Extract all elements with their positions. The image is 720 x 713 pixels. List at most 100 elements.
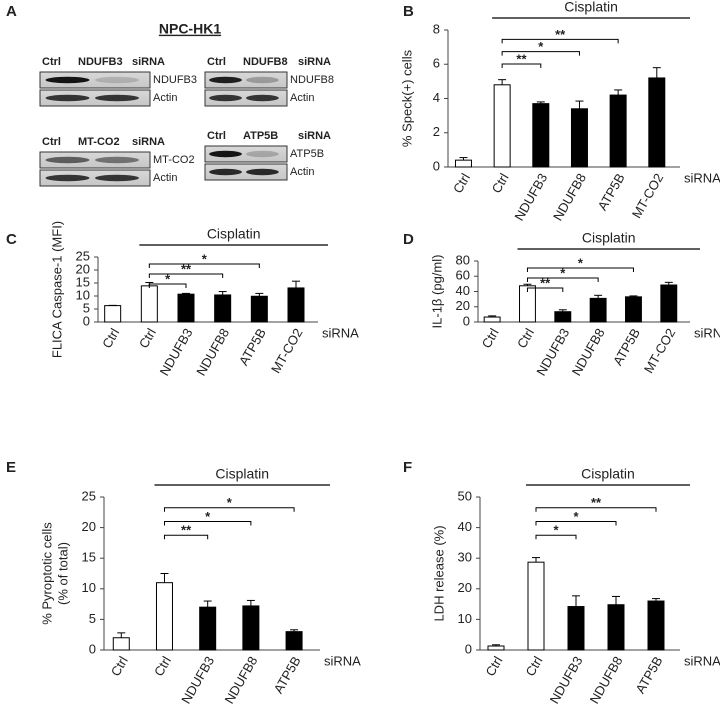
sig-bracket <box>501 38 619 44</box>
lane-label: Ctrl <box>207 56 226 68</box>
sig-label: * <box>578 255 584 270</box>
sirna-label: siRNA <box>298 56 331 68</box>
x-group-label: siRNA <box>684 653 720 668</box>
sig-label: * <box>538 39 544 54</box>
panel-letter: B <box>403 3 414 20</box>
row-label: NDUFB3 <box>153 74 197 86</box>
sig-label: ** <box>516 51 527 66</box>
x-tick-label: ATP5B <box>610 326 643 368</box>
row-label: Actin <box>153 172 177 184</box>
blot-band <box>95 94 139 102</box>
row-label: Actin <box>290 92 314 104</box>
blot-band <box>209 76 242 84</box>
sig-bracket <box>526 277 599 282</box>
bar <box>607 604 625 651</box>
y-axis-label: LDH release (%) <box>431 525 446 621</box>
row-label: MT-CO2 <box>153 154 195 166</box>
lane-label: ATP5B <box>243 130 278 142</box>
treatment-label: Cisplatin <box>581 466 635 482</box>
bar <box>532 103 550 168</box>
sig-bracket <box>148 273 224 278</box>
sig-bracket <box>526 287 564 292</box>
blot-band <box>95 174 139 182</box>
y-tick-label: 2 <box>433 124 440 139</box>
blot-strip <box>39 151 151 169</box>
blot-band <box>246 150 279 158</box>
bar <box>648 77 666 168</box>
treatment-label: Cisplatin <box>564 0 618 15</box>
y-axis-label: (% of total) <box>55 542 70 605</box>
x-tick-label: Ctrl <box>482 654 505 679</box>
y-tick-label: 0 <box>465 641 472 656</box>
lane-label: NDUFB3 <box>78 56 123 68</box>
panel-letter: A <box>6 3 17 20</box>
sig-bracket <box>163 534 209 540</box>
treatment-label: Cisplatin <box>582 230 636 246</box>
bar <box>454 159 472 168</box>
bar <box>609 94 627 168</box>
x-tick-label: Ctrl <box>489 171 512 196</box>
y-tick-label: 25 <box>82 488 96 503</box>
y-tick-label: 40 <box>456 283 470 298</box>
blot-band <box>209 150 242 158</box>
x-tick-label: NDUFB8 <box>587 654 626 707</box>
sig-bracket <box>501 63 542 68</box>
x-tick-label: NDUFB8 <box>569 326 608 379</box>
bar <box>519 285 536 323</box>
sig-label: * <box>165 271 171 286</box>
x-group-label: siRNA <box>324 653 361 668</box>
y-tick-label: 10 <box>82 580 96 595</box>
blot-band <box>246 94 279 102</box>
blot-strip <box>204 71 288 89</box>
y-tick-label: 20 <box>456 298 470 313</box>
y-tick-label: 8 <box>433 21 440 36</box>
panel-letter: E <box>6 459 16 476</box>
x-tick-label: NDUFB3 <box>157 326 196 379</box>
bar <box>483 316 501 323</box>
panel-letter: D <box>403 231 414 248</box>
y-axis-label: % Speck(+) cells <box>399 49 414 147</box>
x-tick-label: Ctrl <box>151 654 174 679</box>
treatment-label: Cisplatin <box>215 466 269 482</box>
x-tick-label: ATP5B <box>595 171 628 213</box>
row-label: NDUFB8 <box>290 74 334 86</box>
blot-band <box>45 174 90 182</box>
sirna-label: siRNA <box>298 130 331 142</box>
y-tick-label: 60 <box>456 268 470 283</box>
x-tick-label: Ctrl <box>522 654 545 679</box>
sig-bracket <box>163 521 252 526</box>
x-tick-label: NDUFB8 <box>550 171 589 224</box>
y-axis-label: IL-1β (pg/ml) <box>429 255 444 329</box>
blot-band <box>209 94 242 102</box>
x-tick-label: MT-CO2 <box>641 326 679 376</box>
bar <box>660 284 678 323</box>
sirna-label: siRNA <box>132 136 165 148</box>
sig-bracket <box>501 51 580 56</box>
bar <box>242 605 260 651</box>
x-tick-label: MT-CO2 <box>268 326 306 376</box>
y-tick-label: 4 <box>433 90 440 105</box>
blot-band <box>45 94 90 102</box>
bar <box>285 631 303 651</box>
x-tick-label: ATP5B <box>632 654 665 696</box>
sig-bracket <box>535 534 577 540</box>
y-tick-label: 20 <box>458 580 472 595</box>
y-tick-label: 6 <box>433 56 440 71</box>
bar <box>487 645 505 651</box>
bar <box>493 84 511 168</box>
x-group-label: siRNA <box>322 325 359 340</box>
blot-strip <box>39 71 151 89</box>
x-group-label: siRNA <box>694 325 720 340</box>
row-label: ATP5B <box>290 148 324 160</box>
x-tick-label: ATP5B <box>236 326 269 368</box>
blot-band <box>246 168 279 176</box>
sig-label: ** <box>181 523 192 538</box>
y-tick-label: 5 <box>83 300 90 315</box>
y-tick-label: 20 <box>82 519 96 534</box>
treatment-label: Cisplatin <box>207 226 261 242</box>
y-tick-label: 10 <box>458 611 472 626</box>
x-tick-label: NDUFB8 <box>221 654 260 707</box>
sig-label: ** <box>555 27 566 42</box>
y-tick-label: 80 <box>456 252 470 267</box>
